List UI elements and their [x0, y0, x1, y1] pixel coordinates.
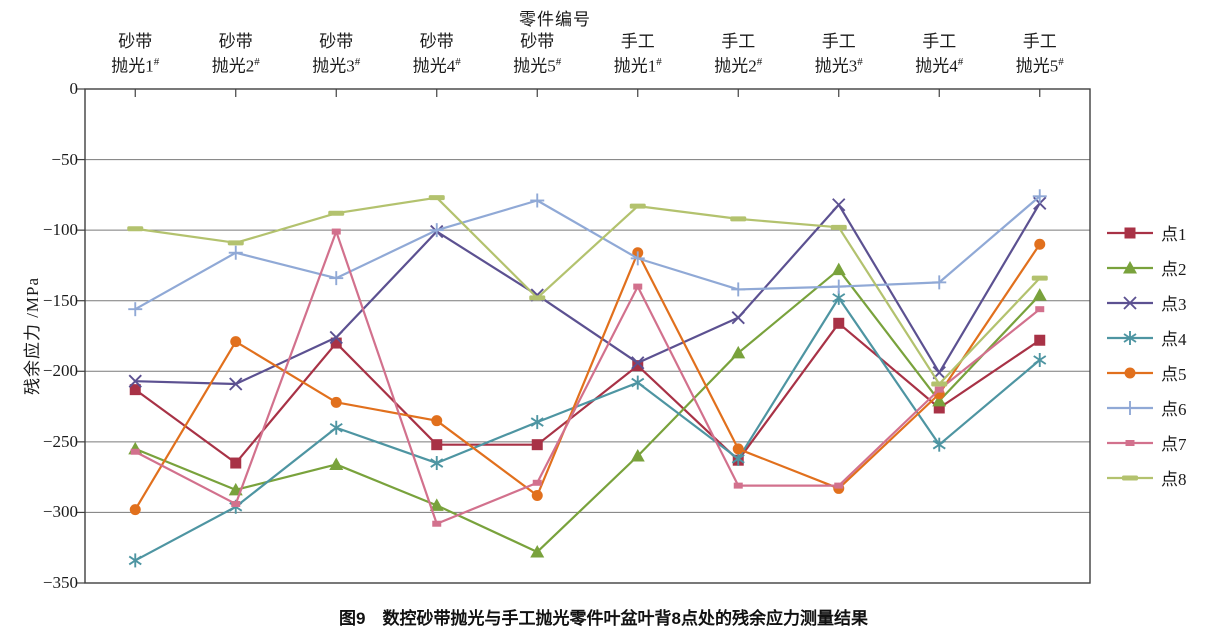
y-tick-label-200: −200 — [42, 361, 78, 381]
category-label-2: 砂带 抛光2# — [181, 31, 291, 77]
category-label-line2: 抛光3# — [814, 56, 863, 76]
legend-label: 点3 — [1161, 295, 1187, 314]
legend-label: 点1 — [1161, 225, 1187, 244]
y-tick-label-350: −350 — [42, 573, 78, 592]
series2-marker-icon — [1107, 260, 1153, 273]
category-label-4: 砂带 抛光4# — [382, 31, 492, 77]
y-tick-label-50: −50 — [51, 149, 78, 169]
series8-marker-icon — [1107, 475, 1153, 480]
category-label-line1: 手工 — [721, 32, 756, 51]
category-label-line1: 手工 — [1022, 32, 1057, 51]
legend-label: 点5 — [1161, 365, 1187, 384]
legend-label: 点4 — [1161, 330, 1187, 349]
category-label-line1: 砂带 — [419, 32, 454, 51]
series7-marker-icon — [1107, 439, 1153, 446]
category-label-line2: 抛光2# — [714, 56, 763, 76]
category-label-10: 手工 抛光5# — [985, 31, 1095, 77]
series3-marker-icon — [1107, 295, 1153, 310]
category-label-line2: 抛光5# — [1015, 56, 1064, 76]
category-label-7: 手工 抛光2# — [683, 31, 793, 77]
y-tick-label-100: −100 — [42, 220, 78, 240]
legend-item-4: 点4 — [1106, 320, 1187, 355]
legend-item-7: 点7 — [1106, 425, 1187, 460]
legend-item-5: 点5 — [1106, 355, 1187, 390]
y-tick-label-250: −250 — [42, 431, 78, 451]
category-label-1: 砂带 抛光1# — [80, 31, 190, 77]
series4-marker-icon — [1107, 330, 1153, 345]
y-axis-title: 残余应力 /MPa — [23, 276, 42, 396]
chart-legend: 点1 点2 点3 点4 点5 点6 点7 点8 — [1106, 215, 1187, 495]
series5-marker-icon — [1107, 367, 1153, 378]
category-label-6: 手工 抛光1# — [583, 31, 693, 77]
legend-item-1: 点1 — [1106, 215, 1187, 250]
figure-caption: 图9 数控砂带抛光与手工抛光零件叶盆叶背8点处的残余应力测量结果 — [339, 609, 868, 628]
legend-item-3: 点3 — [1106, 285, 1187, 320]
y-tick-label-0: 0 — [69, 79, 79, 98]
category-label-line1: 砂带 — [520, 32, 555, 51]
category-label-line2: 抛光4# — [412, 56, 461, 76]
legend-label: 点7 — [1161, 435, 1187, 454]
x-axis-title: 零件编号 — [519, 10, 591, 29]
legend-item-8: 点8 — [1106, 460, 1187, 495]
category-label-line1: 手工 — [821, 32, 856, 51]
y-tick-label-300: −300 — [42, 502, 78, 522]
category-label-line2: 抛光1# — [613, 56, 662, 76]
category-label-line1: 砂带 — [319, 32, 354, 51]
category-label-line2: 抛光4# — [915, 56, 964, 76]
category-label-line2: 抛光5# — [513, 56, 562, 76]
category-label-8: 手工 抛光3# — [784, 31, 894, 77]
category-label-line1: 砂带 — [218, 32, 253, 51]
category-label-line1: 砂带 — [118, 32, 153, 51]
category-label-5: 砂带 抛光5# — [482, 31, 592, 77]
series1-marker-icon — [1107, 227, 1153, 238]
series6-marker-icon — [1107, 400, 1153, 415]
legend-label: 点6 — [1161, 400, 1187, 419]
category-label-line1: 手工 — [620, 32, 655, 51]
legend-item-2: 点2 — [1106, 250, 1187, 285]
category-label-line2: 抛光2# — [211, 56, 260, 76]
legend-label: 点8 — [1161, 470, 1187, 489]
y-tick-label-150: −150 — [42, 290, 78, 310]
category-label-line2: 抛光3# — [312, 56, 361, 76]
category-label-line1: 手工 — [922, 32, 957, 51]
category-label-9: 手工 抛光4# — [884, 31, 994, 77]
legend-label: 点2 — [1161, 260, 1187, 279]
category-label-3: 砂带 抛光3# — [281, 31, 391, 77]
category-label-line2: 抛光1# — [111, 56, 160, 76]
legend-item-6: 点6 — [1106, 390, 1187, 425]
